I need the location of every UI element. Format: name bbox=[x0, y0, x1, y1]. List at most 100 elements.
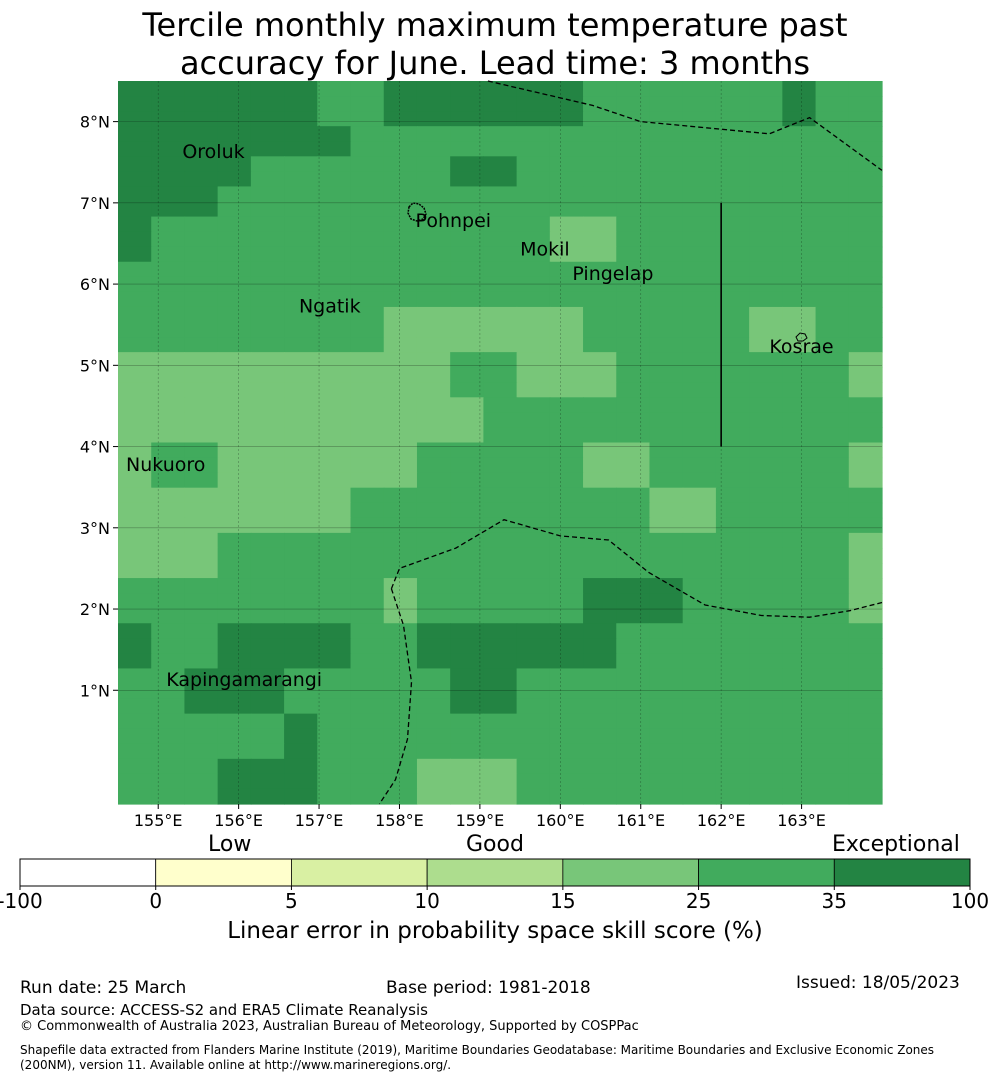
grid-cell bbox=[184, 276, 219, 293]
grid-cell bbox=[383, 668, 418, 685]
grid-cell bbox=[350, 593, 385, 609]
grid-cell bbox=[184, 291, 219, 308]
grid-cell bbox=[616, 683, 651, 700]
grid-cell bbox=[250, 713, 285, 730]
grid-cell bbox=[284, 547, 318, 564]
grid-cell bbox=[749, 773, 783, 790]
grid-cell bbox=[250, 261, 285, 278]
y-tick-label: 6°N bbox=[80, 275, 110, 294]
grid-cell bbox=[682, 442, 717, 459]
grid-cell bbox=[649, 457, 684, 474]
grid-cell bbox=[649, 141, 684, 157]
grid-cell bbox=[383, 653, 418, 670]
place-label: Ngatik bbox=[299, 296, 361, 318]
grid-cell bbox=[682, 487, 717, 504]
grid-cell bbox=[383, 352, 418, 368]
grid-cell bbox=[583, 427, 617, 444]
grid-cell bbox=[450, 563, 484, 579]
grid-cell bbox=[483, 201, 518, 218]
grid-cell bbox=[749, 246, 783, 263]
grid-cell bbox=[450, 367, 484, 383]
grid-cell bbox=[516, 728, 551, 745]
grid-cell bbox=[416, 532, 451, 549]
grid-cell bbox=[549, 683, 584, 700]
grid-cell bbox=[715, 201, 750, 218]
grid-cell bbox=[151, 593, 186, 609]
grid-cell bbox=[516, 623, 551, 639]
grid-cell bbox=[416, 141, 451, 157]
grid-cell bbox=[350, 698, 385, 715]
grid-cell bbox=[549, 171, 584, 188]
grid-cell bbox=[416, 81, 451, 97]
grid-cell bbox=[350, 532, 385, 549]
grid-cell bbox=[416, 728, 451, 745]
grid-cell bbox=[483, 126, 518, 142]
grid-cell bbox=[383, 96, 418, 112]
grid-cell bbox=[516, 788, 551, 805]
grid-cell bbox=[383, 698, 418, 715]
grid-cell bbox=[317, 472, 352, 489]
grid-cell bbox=[217, 306, 252, 323]
grid-cell bbox=[749, 81, 783, 97]
grid-cell bbox=[217, 81, 252, 97]
grid-cell bbox=[749, 653, 783, 670]
grid-cell bbox=[250, 276, 285, 293]
grid-cell bbox=[416, 126, 451, 142]
grid-cell bbox=[184, 623, 219, 639]
grid-cell bbox=[749, 412, 783, 429]
grid-cell bbox=[516, 231, 551, 248]
grid-cell bbox=[184, 427, 219, 444]
grid-cell bbox=[284, 111, 318, 127]
grid-cell bbox=[350, 352, 385, 368]
grid-cell bbox=[549, 547, 584, 564]
grid-cell bbox=[682, 563, 717, 579]
grid-cell bbox=[715, 593, 750, 609]
grid-cell bbox=[549, 397, 584, 413]
grid-cell bbox=[184, 156, 219, 172]
grid-cell bbox=[383, 201, 418, 218]
grid-cell bbox=[749, 563, 783, 579]
grid-cell bbox=[782, 111, 817, 127]
grid-cell bbox=[383, 743, 418, 760]
colorbar: -100 0 5 10 15 25 35 100 bbox=[0, 858, 989, 913]
grid-cell bbox=[250, 186, 285, 203]
grid-cell bbox=[151, 608, 186, 624]
grid-cell bbox=[118, 276, 152, 293]
grid-cell bbox=[616, 472, 651, 489]
grid-cell bbox=[350, 216, 385, 233]
grid-cell bbox=[217, 698, 252, 715]
grid-cell bbox=[217, 186, 252, 203]
grid-cell bbox=[184, 111, 219, 127]
grid-cell bbox=[317, 788, 352, 805]
grid-cell bbox=[118, 547, 152, 564]
grid-cell bbox=[516, 472, 551, 489]
grid-cell bbox=[782, 322, 817, 338]
grid-cell bbox=[715, 397, 750, 413]
grid-cell bbox=[284, 141, 318, 157]
grid-cell bbox=[715, 472, 750, 489]
grid-cell bbox=[118, 201, 152, 218]
grid-cell bbox=[118, 231, 152, 248]
grid-cell bbox=[416, 382, 451, 398]
grid-cell bbox=[616, 261, 651, 278]
grid-cell bbox=[616, 201, 651, 218]
run-date: Run date: 25 March bbox=[20, 978, 187, 998]
grid-cell bbox=[715, 291, 750, 308]
grid-cell bbox=[416, 96, 451, 112]
grid-cell bbox=[616, 322, 651, 338]
grid-cell bbox=[682, 216, 717, 233]
grid-cell bbox=[682, 578, 717, 594]
grid-cell bbox=[284, 322, 318, 338]
grid-cell bbox=[184, 216, 219, 233]
grid-cell bbox=[217, 653, 252, 670]
grid-cell bbox=[649, 397, 684, 413]
colorbar-segment bbox=[155, 858, 292, 887]
grid-cell bbox=[184, 773, 219, 790]
grid-cell bbox=[217, 397, 252, 413]
grid-cell bbox=[483, 216, 518, 233]
grid-cell bbox=[217, 261, 252, 278]
grid-cell bbox=[616, 231, 651, 248]
grid-cell bbox=[416, 216, 451, 233]
grid-cell bbox=[749, 216, 783, 233]
grid-cell bbox=[118, 442, 152, 459]
